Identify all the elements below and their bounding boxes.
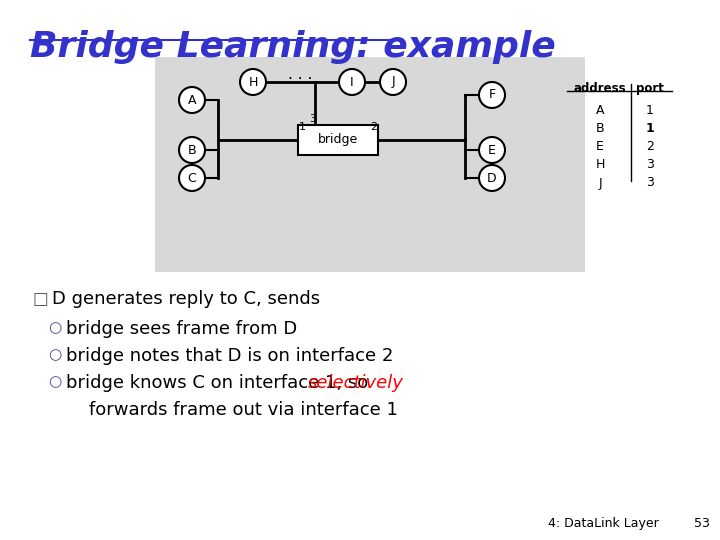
Text: B: B: [188, 144, 197, 157]
Text: A: A: [188, 93, 197, 106]
Text: J: J: [391, 76, 395, 89]
Text: H: H: [595, 159, 605, 172]
Text: E: E: [596, 140, 604, 153]
Text: F: F: [488, 89, 495, 102]
Text: 53: 53: [694, 517, 710, 530]
Text: ·
·
·: · · ·: [215, 105, 220, 147]
Circle shape: [339, 69, 365, 95]
Bar: [298, 125, 378, 155]
Text: ○: ○: [48, 374, 61, 389]
Circle shape: [179, 165, 205, 191]
Text: D: D: [487, 172, 497, 185]
Text: port: port: [636, 82, 664, 95]
Text: 2: 2: [646, 140, 654, 153]
Text: 3: 3: [646, 177, 654, 190]
Circle shape: [240, 69, 266, 95]
Text: B: B: [595, 123, 604, 136]
Circle shape: [380, 69, 406, 95]
Text: D generates reply to C, sends: D generates reply to C, sends: [52, 290, 320, 308]
Circle shape: [179, 87, 205, 113]
Text: bridge knows C on interface 1, so: bridge knows C on interface 1, so: [66, 374, 374, 392]
Text: bridge notes that D is on interface 2: bridge notes that D is on interface 2: [66, 347, 393, 365]
Text: 4: DataLink Layer: 4: DataLink Layer: [548, 517, 659, 530]
Circle shape: [479, 137, 505, 163]
Text: selectively: selectively: [307, 374, 403, 392]
Text: H: H: [248, 76, 258, 89]
Circle shape: [179, 137, 205, 163]
Text: 1: 1: [646, 123, 654, 136]
Circle shape: [479, 165, 505, 191]
Bar: [155, 57, 585, 272]
Text: E: E: [488, 144, 496, 157]
Text: ·
·
·: · · ·: [462, 105, 467, 147]
Text: ○: ○: [48, 347, 61, 362]
Text: 2: 2: [370, 122, 377, 132]
Circle shape: [479, 82, 505, 108]
Text: □: □: [32, 290, 48, 308]
Text: 3: 3: [310, 114, 317, 124]
Text: A: A: [595, 105, 604, 118]
Text: bridge: bridge: [318, 133, 358, 146]
Text: I: I: [350, 76, 354, 89]
Text: address: address: [574, 82, 626, 95]
Text: 3: 3: [646, 159, 654, 172]
Text: 1: 1: [299, 122, 305, 132]
Text: forwards frame out via interface 1: forwards frame out via interface 1: [66, 401, 398, 419]
Text: ○: ○: [48, 320, 61, 335]
Text: J: J: [598, 177, 602, 190]
Text: 1: 1: [646, 105, 654, 118]
Text: bridge sees frame from D: bridge sees frame from D: [66, 320, 297, 338]
Text: Bridge Learning: example: Bridge Learning: example: [30, 30, 556, 64]
Text: C: C: [188, 172, 197, 185]
Text: · · ·: · · ·: [288, 72, 312, 87]
